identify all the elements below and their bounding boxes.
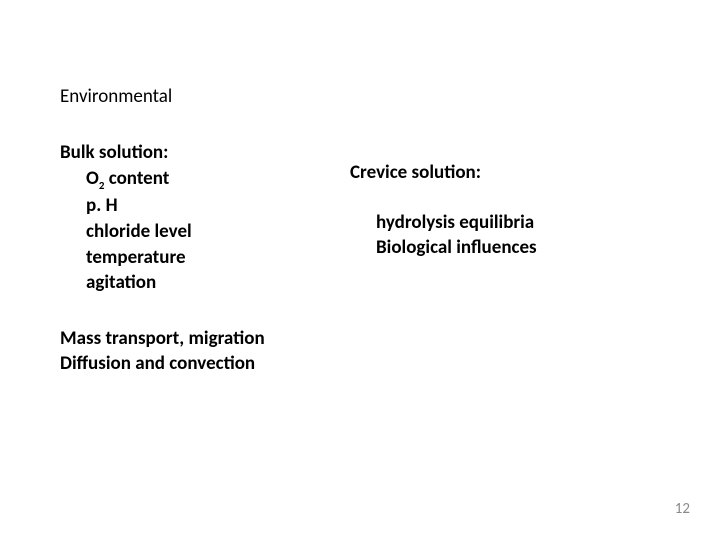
o2-prefix: O — [86, 167, 99, 190]
bulk-item-chloride: chloride level — [60, 219, 340, 245]
crevice-item-biological: Biological influences — [350, 235, 537, 261]
right-column: Crevice solution: hydrolysis equilibria … — [340, 140, 537, 377]
spacer — [350, 186, 537, 210]
transport-line1: Mass transport, migration — [60, 326, 340, 352]
mass-transport-block: Mass transport, migration Diffusion and … — [60, 326, 340, 377]
two-column-layout: Bulk solution: O2 content p. H chloride … — [60, 140, 660, 377]
crevice-solution-title: Crevice solution: — [350, 160, 537, 186]
bulk-item-temperature: temperature — [60, 245, 340, 271]
bulk-solution-title: Bulk solution: — [60, 140, 340, 166]
o2-suffix: content — [104, 167, 169, 190]
page-number: 12 — [675, 500, 690, 518]
transport-line2: Diffusion and convection — [60, 351, 340, 377]
slide-content: Environmental Bulk solution: O2 content … — [0, 0, 720, 540]
crevice-item-hydrolysis: hydrolysis equilibria — [350, 210, 537, 236]
bulk-item-ph: p. H — [60, 193, 340, 219]
left-column: Bulk solution: O2 content p. H chloride … — [60, 140, 340, 377]
section-heading: Environmental — [60, 85, 660, 108]
bulk-item-agitation: agitation — [60, 270, 340, 296]
bulk-item-o2: O2 content — [60, 166, 340, 194]
